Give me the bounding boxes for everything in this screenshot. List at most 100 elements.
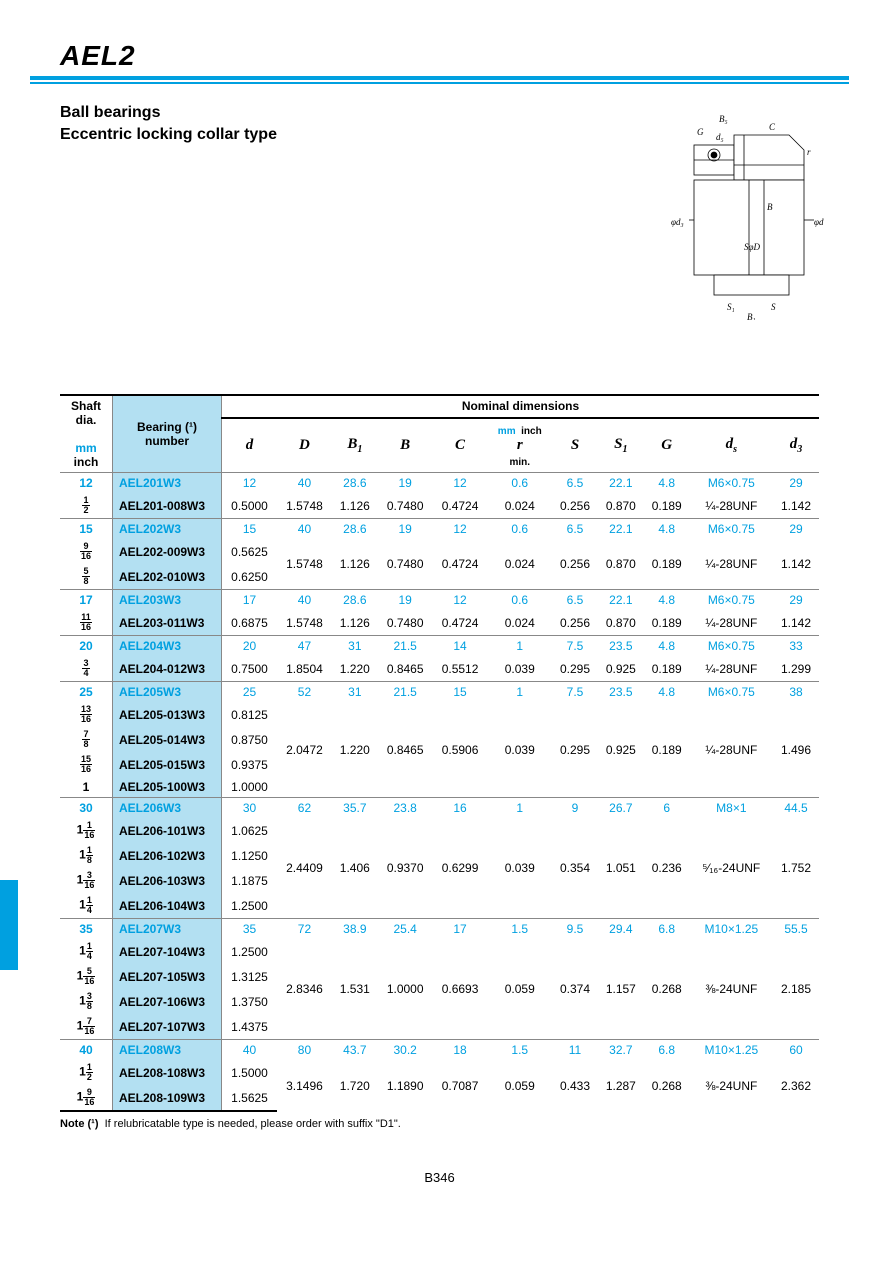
cell: 31 xyxy=(332,682,378,703)
cell: 0.6 xyxy=(487,519,552,540)
shaft-mm: 20 xyxy=(60,636,113,657)
hdr-bearing-2: number xyxy=(145,434,189,448)
cell: 40 xyxy=(277,519,332,540)
cell: 1.3750 xyxy=(222,989,278,1014)
cell: M8×1 xyxy=(690,798,773,819)
side-tab xyxy=(0,880,18,970)
cell: 0.374 xyxy=(552,939,598,1040)
cell: 43.7 xyxy=(332,1040,378,1061)
cell: 0.925 xyxy=(598,656,644,682)
cell: 28.6 xyxy=(332,473,378,494)
cell: 29.4 xyxy=(598,919,644,940)
cell: 1.5 xyxy=(487,919,552,940)
cell: 25 xyxy=(222,682,278,703)
cell: M10×1.25 xyxy=(690,919,773,940)
cell: 47 xyxy=(277,636,332,657)
shaft-inch: 1 xyxy=(60,777,113,798)
cell: 1.287 xyxy=(598,1060,644,1111)
dim-label: d₅ xyxy=(716,132,724,142)
col-S1: S1 xyxy=(614,436,627,452)
cell: 4.8 xyxy=(644,636,690,657)
cell: 0.039 xyxy=(487,656,552,682)
cell: 1.1250 xyxy=(222,843,278,868)
cell: 35 xyxy=(222,919,278,940)
cell: 0.5625 xyxy=(222,539,278,564)
cell: 2.8346 xyxy=(277,939,332,1040)
cell: 6.5 xyxy=(552,473,598,494)
cell: 1.5748 xyxy=(277,493,332,519)
cell: 80 xyxy=(277,1040,332,1061)
cell: 1.2500 xyxy=(222,939,278,964)
shaft-mm: 12 xyxy=(60,473,113,494)
cell: 1.142 xyxy=(773,539,819,590)
cell: 0.295 xyxy=(552,702,598,798)
cell: 1 xyxy=(487,682,552,703)
cell: 0.059 xyxy=(487,1060,552,1111)
dim-label: SφD xyxy=(744,242,760,252)
cell: 30 xyxy=(222,798,278,819)
shaft-inch: 1316 xyxy=(60,702,113,727)
cell: 0.6250 xyxy=(222,564,278,590)
bearing-number: AEL206-102W3 xyxy=(113,843,222,868)
shaft-inch: 1716 xyxy=(60,1014,113,1040)
cell: 17 xyxy=(433,919,488,940)
cell: 1.3125 xyxy=(222,964,278,989)
cell: 18 xyxy=(433,1040,488,1061)
cell: 11 xyxy=(552,1040,598,1061)
cell: 0.7480 xyxy=(378,610,433,636)
col-B: B xyxy=(400,437,410,453)
footnote: Note (¹) If relubricatable type is neede… xyxy=(60,1118,819,1130)
note-label: Note (¹) xyxy=(60,1118,99,1130)
cell: 1.0625 xyxy=(222,818,278,843)
shaft-inch: 114 xyxy=(60,893,113,919)
cell: 1.126 xyxy=(332,539,378,590)
bearing-number: AEL203-011W3 xyxy=(113,610,222,636)
cell: 12 xyxy=(222,473,278,494)
col-B1: B1 xyxy=(347,436,362,452)
cell: M6×0.75 xyxy=(690,590,773,611)
bearing-number: AEL207-107W3 xyxy=(113,1014,222,1040)
cell: 1.051 xyxy=(598,818,644,919)
cell: 22.1 xyxy=(598,473,644,494)
shaft-mm: 30 xyxy=(60,798,113,819)
cell: 1.5748 xyxy=(277,610,332,636)
cell: M6×0.75 xyxy=(690,682,773,703)
cell: 23.5 xyxy=(598,636,644,657)
cell: ¼-28UNF xyxy=(690,610,773,636)
cell: 0.7480 xyxy=(378,539,433,590)
cell: 2.362 xyxy=(773,1060,819,1111)
cell: 0.870 xyxy=(598,493,644,519)
cell: 0.256 xyxy=(552,493,598,519)
shaft-inch: 1516 xyxy=(60,752,113,777)
cell: 0.925 xyxy=(598,702,644,798)
cell: 0.5512 xyxy=(433,656,488,682)
shaft-inch: 34 xyxy=(60,656,113,682)
hdr-mm2: mm xyxy=(498,426,516,437)
hdr-nominal: Nominal dimensions xyxy=(222,395,820,418)
shaft-mm: 35 xyxy=(60,919,113,940)
dim-label: φd₃ xyxy=(671,217,684,227)
cell: 1.5625 xyxy=(222,1085,278,1111)
cell: 0.189 xyxy=(644,610,690,636)
dim-label: S₁ xyxy=(727,302,735,312)
cell: 1.406 xyxy=(332,818,378,919)
dim-label: r xyxy=(807,147,811,157)
cell: 0.189 xyxy=(644,702,690,798)
cell: 1.157 xyxy=(598,939,644,1040)
cell: M6×0.75 xyxy=(690,473,773,494)
cell: 0.870 xyxy=(598,610,644,636)
cell: 2.4409 xyxy=(277,818,332,919)
cell: 1.4375 xyxy=(222,1014,278,1040)
cell: 28.6 xyxy=(332,590,378,611)
cell: 6.8 xyxy=(644,1040,690,1061)
title-rule-thin xyxy=(30,82,849,84)
cell: 0.8125 xyxy=(222,702,278,727)
bearing-number: AEL205-013W3 xyxy=(113,702,222,727)
cell: ¼-28UNF xyxy=(690,539,773,590)
cell: 0.354 xyxy=(552,818,598,919)
cell: 7.5 xyxy=(552,682,598,703)
shaft-mm: 17 xyxy=(60,590,113,611)
cell: 9 xyxy=(552,798,598,819)
cell: 1.220 xyxy=(332,656,378,682)
cell: 22.1 xyxy=(598,519,644,540)
